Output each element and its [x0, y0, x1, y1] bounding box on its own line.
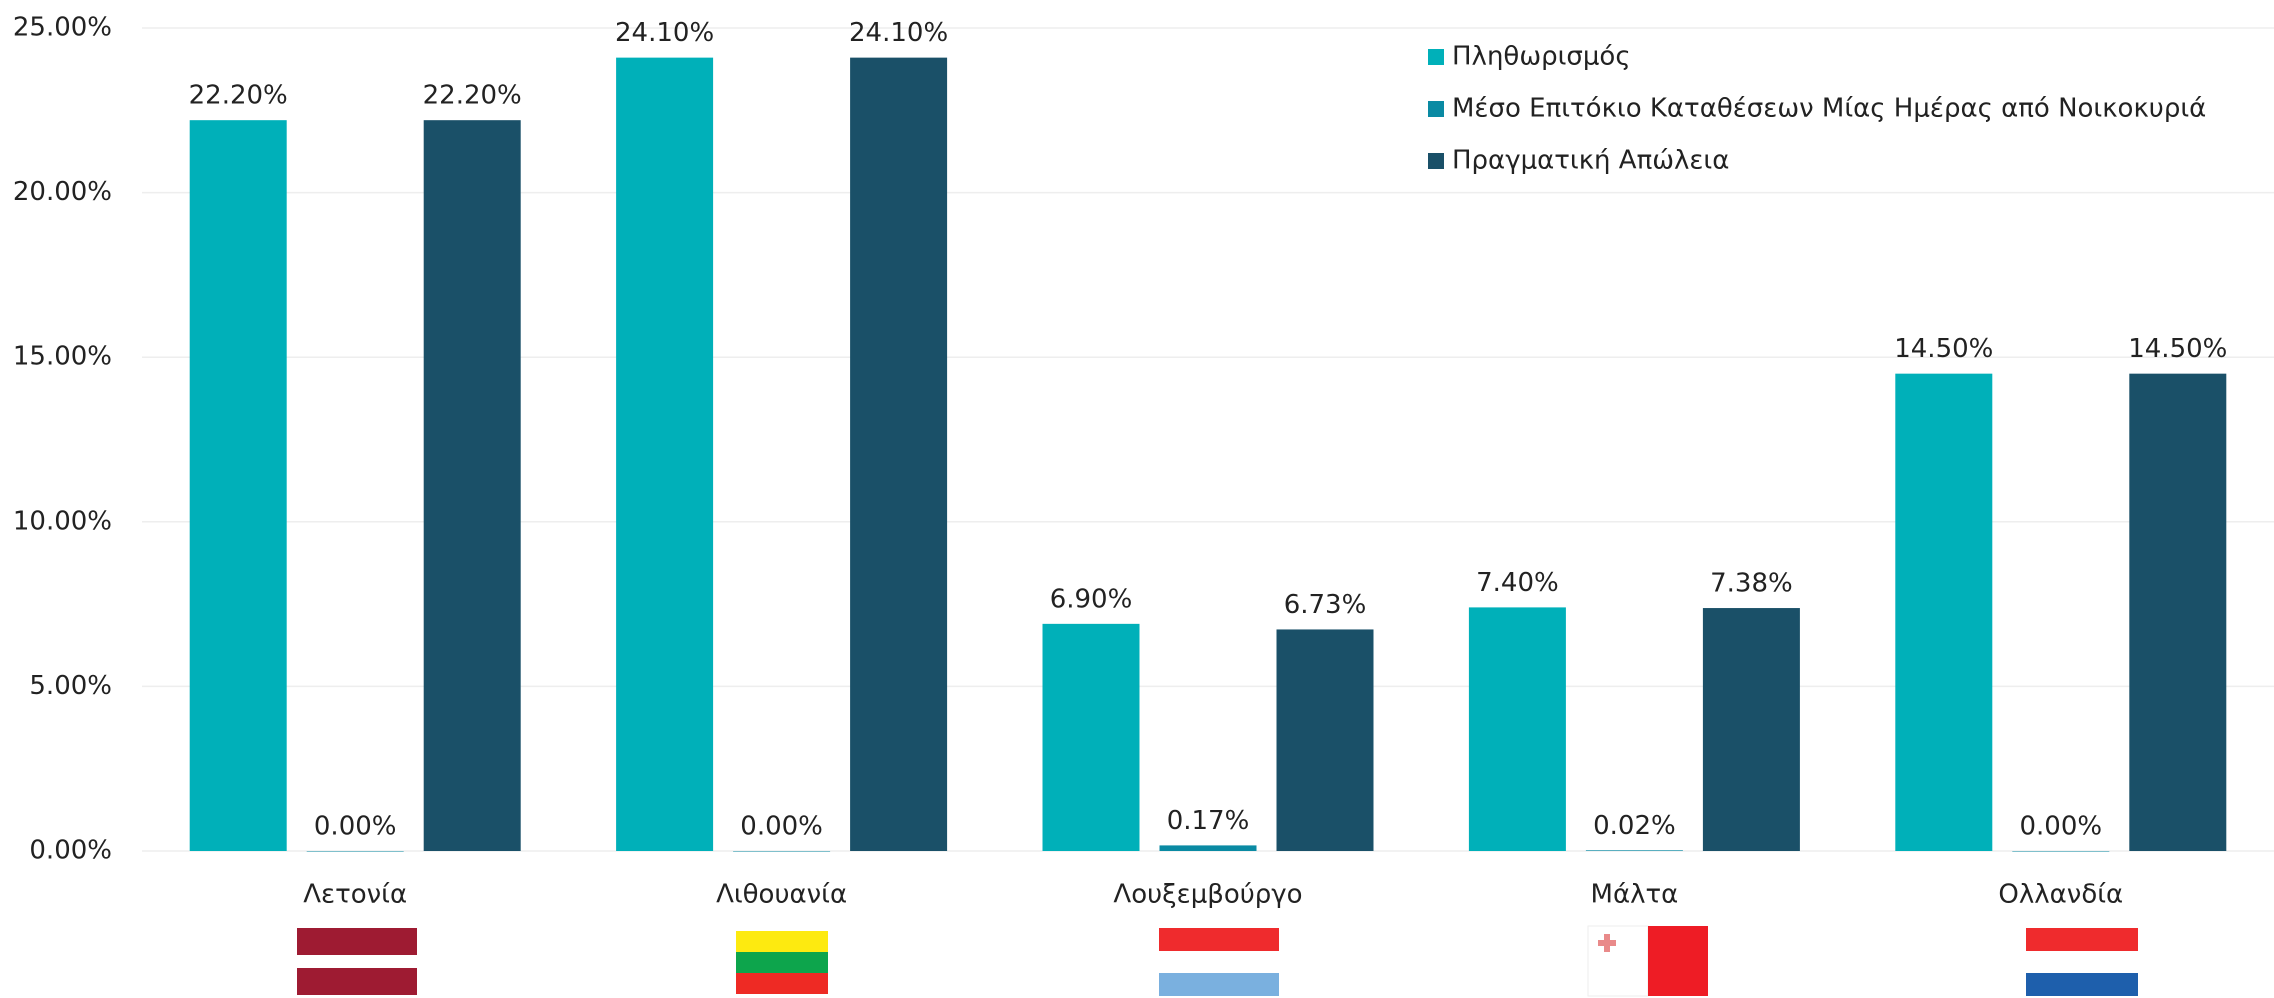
- legend-swatch: [1428, 153, 1444, 169]
- bar: [1468, 607, 1566, 851]
- bar: [1276, 629, 1374, 851]
- bar: [616, 57, 714, 852]
- y-tick-label: 0.00%: [29, 836, 112, 866]
- flag-netherlands: [2026, 928, 2138, 996]
- data-label: 14.50%: [1894, 334, 1993, 364]
- legend-swatch: [1428, 101, 1444, 117]
- data-label: 0.00%: [740, 812, 823, 842]
- x-tick-label: Λιθουανία: [716, 880, 847, 910]
- flag-malta: [1587, 925, 1708, 997]
- x-tick-label: Λετονία: [303, 880, 407, 910]
- data-label: 14.50%: [2128, 334, 2227, 364]
- data-label: 0.02%: [1593, 811, 1676, 841]
- bar: [733, 851, 831, 852]
- data-label: 6.90%: [1050, 584, 1133, 614]
- bar: [306, 851, 404, 852]
- data-label: 0.17%: [1167, 806, 1250, 836]
- y-tick-label: 5.00%: [29, 671, 112, 701]
- y-tick-label: 25.00%: [13, 13, 112, 43]
- bar: [1159, 845, 1257, 851]
- bar: [1895, 373, 1993, 851]
- bar: [1585, 850, 1683, 851]
- data-label: 22.20%: [189, 81, 288, 111]
- data-label: 7.38%: [1710, 569, 1793, 599]
- bar: [1042, 623, 1140, 851]
- bar: [1702, 608, 1800, 851]
- legend-label: Πληθωρισμός: [1452, 42, 1631, 72]
- data-label: 7.40%: [1476, 568, 1559, 598]
- bar: [189, 120, 287, 851]
- y-tick-label: 20.00%: [13, 177, 112, 207]
- data-label: 22.20%: [423, 81, 522, 111]
- flag-latvia: [297, 928, 417, 995]
- legend-swatch: [1428, 49, 1444, 65]
- x-tick-label: Λουξεμβούργο: [1113, 880, 1302, 910]
- data-label: 6.73%: [1284, 590, 1367, 620]
- flag-luxembourg: [1159, 928, 1279, 996]
- bar: [423, 120, 521, 851]
- x-tick-label: Ολλανδία: [1998, 880, 2123, 910]
- data-label: 24.10%: [615, 18, 714, 48]
- legend-label: Μέσο Επιτόκιο Καταθέσεων Μίας Ημέρας από…: [1452, 94, 2206, 124]
- data-label: 24.10%: [849, 18, 948, 48]
- x-tick-label: Μάλτα: [1591, 880, 1679, 910]
- legend-label: Πραγματική Απώλεια: [1452, 146, 1729, 176]
- data-label: 0.00%: [314, 812, 397, 842]
- bar: [2012, 851, 2110, 852]
- bar: [2129, 373, 2227, 851]
- bar: [850, 57, 948, 852]
- flags: [297, 925, 2138, 997]
- flag-lithuania: [736, 931, 828, 994]
- y-tick-label: 15.00%: [13, 342, 112, 372]
- data-label: 0.00%: [2019, 812, 2102, 842]
- y-tick-label: 10.00%: [13, 506, 112, 536]
